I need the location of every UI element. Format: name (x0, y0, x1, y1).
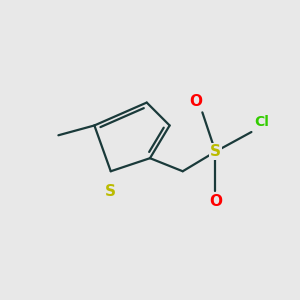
Text: O: O (209, 194, 222, 209)
Text: O: O (189, 94, 202, 109)
Text: S: S (210, 144, 221, 159)
Text: S: S (105, 184, 116, 200)
Text: Cl: Cl (255, 115, 270, 129)
